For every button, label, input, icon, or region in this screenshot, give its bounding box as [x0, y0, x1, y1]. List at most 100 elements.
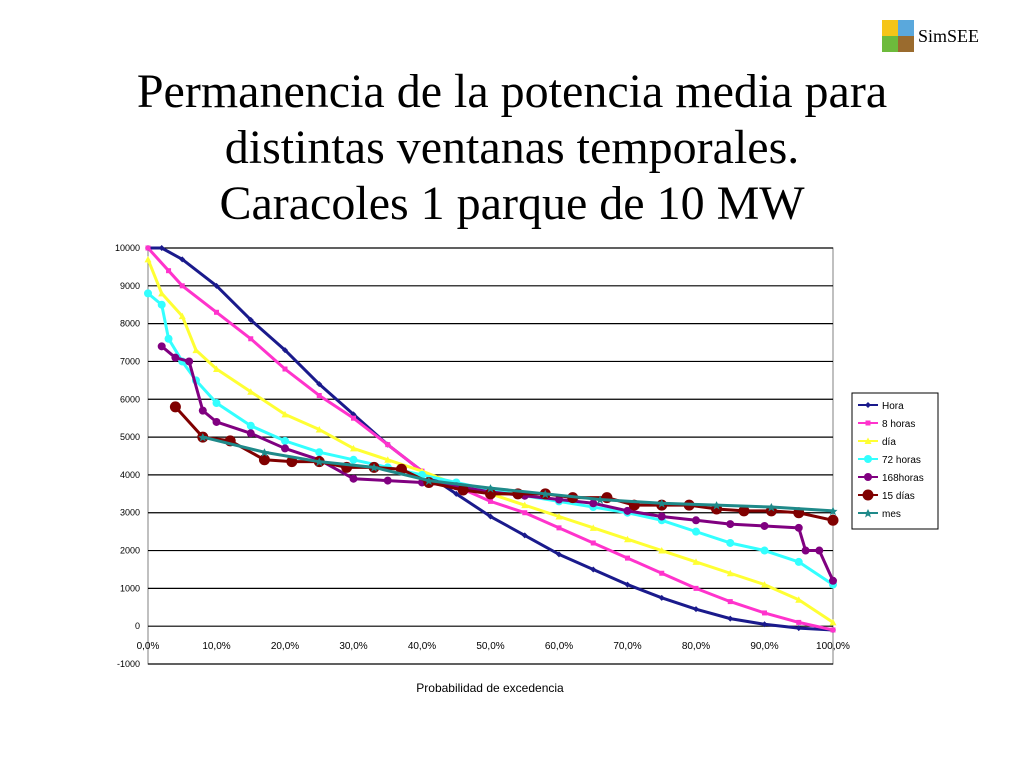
- data-point: [179, 283, 185, 289]
- y-tick-label: 9000: [120, 281, 140, 291]
- series-8-horas: [145, 245, 836, 633]
- data-point: [171, 353, 180, 362]
- series-mes: [198, 433, 838, 516]
- y-tick-label: 2000: [120, 546, 140, 556]
- data-point: [693, 585, 699, 591]
- data-point: [164, 334, 173, 343]
- legend-label: 72 horas: [882, 455, 921, 466]
- data-point: [281, 410, 289, 418]
- data-point: [158, 289, 166, 297]
- x-tick-label: 30,0%: [339, 641, 367, 652]
- data-point: [624, 581, 631, 588]
- legend-label: mes: [882, 509, 901, 520]
- data-point: [625, 555, 630, 561]
- data-point: [830, 627, 836, 633]
- data-point: [144, 255, 152, 263]
- data-point: [801, 546, 810, 555]
- logo-squares-icon: [882, 20, 914, 52]
- data-point: [281, 444, 289, 453]
- legend-label: 168horas: [882, 473, 924, 484]
- series-hora: [145, 245, 836, 633]
- y-tick-label: 8000: [120, 319, 140, 329]
- data-point: [864, 473, 872, 481]
- data-point: [760, 521, 769, 530]
- data-point: [185, 357, 194, 366]
- data-point: [761, 581, 768, 588]
- data-point: [521, 532, 528, 539]
- data-point: [659, 570, 665, 576]
- data-point: [214, 309, 219, 315]
- data-point: [829, 576, 837, 585]
- data-point: [349, 474, 358, 483]
- data-point: [556, 551, 562, 558]
- y-tick-label: -1000: [117, 659, 140, 669]
- data-point: [828, 506, 838, 516]
- data-point: [247, 316, 254, 323]
- y-tick-label: 1000: [120, 583, 140, 593]
- data-point: [315, 426, 323, 433]
- legend-label: Hora: [882, 401, 904, 412]
- data-point: [316, 381, 323, 388]
- data-point: [351, 415, 356, 421]
- data-point: [488, 498, 493, 504]
- data-point: [453, 490, 460, 497]
- data-point: [281, 436, 289, 445]
- y-tick-label: 3000: [120, 508, 140, 518]
- data-point: [657, 499, 667, 508]
- data-point: [424, 476, 434, 486]
- data-point: [624, 535, 631, 543]
- legend-label: 8 horas: [882, 419, 915, 430]
- data-point: [726, 569, 734, 577]
- data-point: [555, 513, 563, 520]
- x-tick-label: 50,0%: [476, 641, 504, 652]
- data-point: [487, 513, 494, 520]
- data-point: [212, 399, 221, 408]
- data-point: [657, 512, 666, 521]
- data-point: [865, 402, 871, 408]
- data-point: [350, 444, 357, 452]
- y-tick-label: 6000: [120, 394, 140, 404]
- data-point: [726, 538, 735, 547]
- title-line-3: Caracoles 1 parque de 10 MW: [219, 177, 805, 230]
- data-point: [815, 546, 824, 555]
- data-point: [540, 489, 550, 499]
- data-point: [863, 509, 873, 518]
- data-point: [259, 448, 269, 457]
- series-line: [148, 246, 834, 632]
- data-point: [282, 366, 288, 372]
- logo-square-brown: [898, 36, 914, 52]
- data-point: [198, 406, 207, 415]
- data-point: [349, 455, 358, 464]
- data-point: [158, 245, 165, 251]
- data-point: [692, 527, 700, 536]
- data-point: [693, 606, 699, 613]
- simsee-logo: SimSEE: [882, 20, 979, 52]
- data-point: [157, 342, 166, 351]
- data-point: [864, 455, 872, 463]
- data-point: [522, 510, 528, 516]
- y-tick-label: 5000: [120, 432, 140, 442]
- data-point: [658, 547, 666, 554]
- data-point: [247, 388, 255, 395]
- data-point: [192, 346, 200, 354]
- data-point: [738, 505, 750, 517]
- data-point: [246, 429, 255, 438]
- title-line-1: Permanencia de la potencia media para: [136, 65, 888, 118]
- data-point: [198, 433, 208, 442]
- data-point: [315, 448, 324, 457]
- x-axis-label: Probabilidad de excedencia: [416, 681, 564, 695]
- data-point: [589, 499, 598, 508]
- data-point: [658, 594, 665, 601]
- data-point: [384, 456, 392, 463]
- data-point: [726, 520, 735, 529]
- data-point: [827, 514, 839, 526]
- data-point: [145, 245, 151, 251]
- data-point: [727, 615, 734, 622]
- data-point: [829, 618, 837, 626]
- data-point: [485, 488, 496, 500]
- x-tick-label: 70,0%: [613, 641, 641, 652]
- x-tick-label: 100,0%: [816, 641, 850, 652]
- data-point: [179, 256, 186, 263]
- data-point: [486, 484, 495, 493]
- y-tick-label: 10000: [115, 243, 140, 253]
